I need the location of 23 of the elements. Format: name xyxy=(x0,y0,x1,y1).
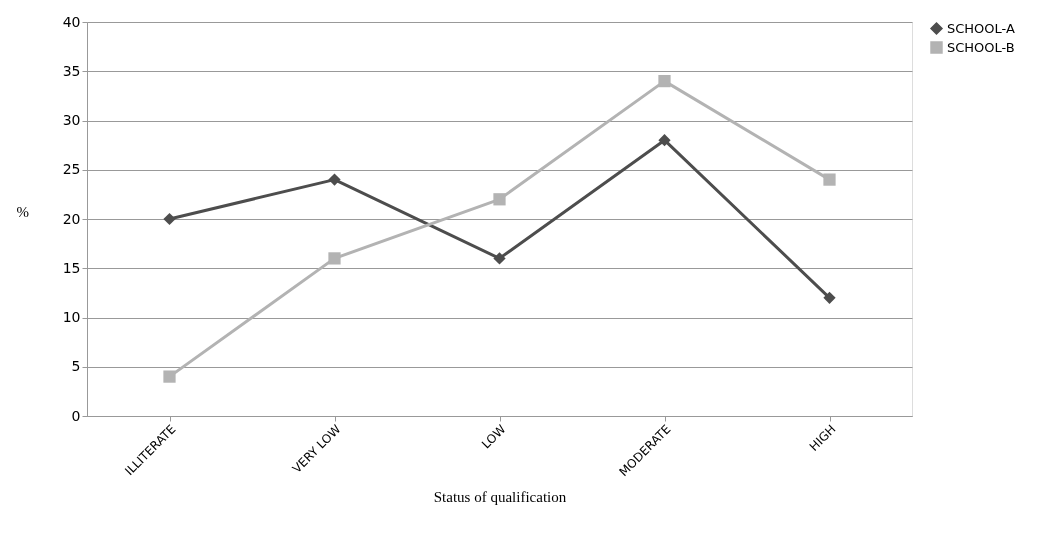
point xyxy=(163,370,176,383)
y-tick-label: 40 xyxy=(62,13,81,30)
point xyxy=(823,173,836,186)
y-tick-label: 35 xyxy=(62,62,81,79)
y-tick-label: 5 xyxy=(71,358,81,375)
y-tick-label: 10 xyxy=(62,309,81,325)
point xyxy=(658,74,671,88)
point xyxy=(658,134,671,147)
legend-label: SCHOOL-B xyxy=(947,39,1015,55)
y-tick-label: 30 xyxy=(62,112,81,128)
point xyxy=(163,212,176,226)
point xyxy=(493,193,506,206)
y-tick-label: 25 xyxy=(62,161,81,178)
y-tick-label: 20 xyxy=(62,210,81,227)
point xyxy=(328,252,341,265)
legend-label: SCHOOL-A xyxy=(947,20,1015,36)
point xyxy=(823,291,836,304)
point xyxy=(328,173,341,186)
y-tick-label: 0 xyxy=(71,407,81,424)
y-axis-title: % xyxy=(16,203,29,220)
x-axis-title: Status of qualification xyxy=(433,489,567,506)
point xyxy=(493,252,506,265)
y-tick-label: 15 xyxy=(62,259,81,276)
